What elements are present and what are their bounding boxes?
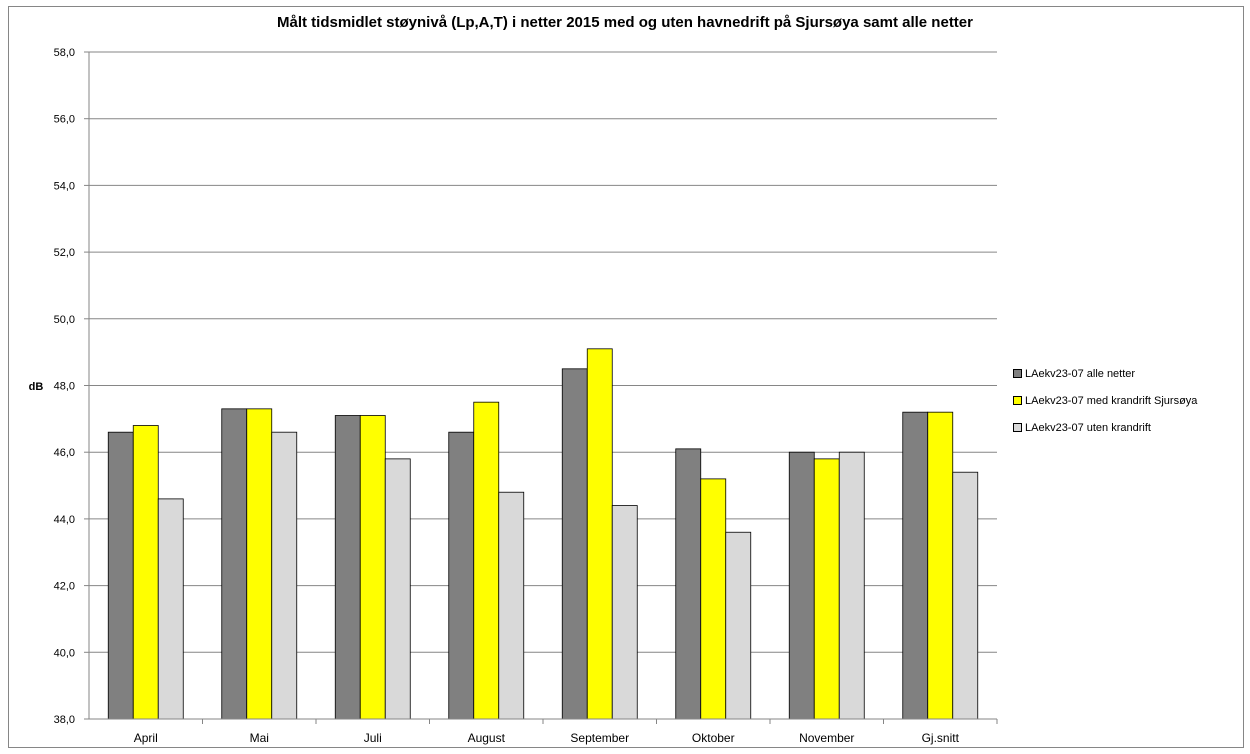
bar-juli-series-1 [334, 415, 361, 720]
bar-juli-series-3 [384, 458, 411, 720]
bar-september-series-2 [586, 348, 613, 720]
bar-oktober-series-2 [700, 478, 727, 720]
y-tick-label: 40,0 [54, 647, 75, 659]
legend-label: LAekv23-07 med krandrift Sjursøya [1025, 394, 1198, 407]
bar-september-series-1 [561, 368, 588, 720]
y-tick-label: 56,0 [54, 114, 75, 126]
y-tick-label: 50,0 [54, 314, 75, 326]
bar-november-series-2 [813, 458, 840, 720]
legend-item: LAekv23-07 med krandrift Sjursøya [1013, 391, 1243, 410]
bar-april-series-3 [157, 498, 184, 720]
legend-item: LAekv23-07 alle netter [1013, 364, 1243, 383]
bar-mai-series-1 [221, 408, 248, 720]
bar-august-series-3 [498, 491, 525, 720]
x-tick-label: Gj.snitt [922, 731, 960, 745]
x-tick-label: Mai [250, 731, 269, 745]
y-tick-label: 58,0 [54, 47, 75, 59]
bar-august-series-2 [473, 401, 500, 720]
bar-april-series-2 [132, 425, 159, 720]
bar-august-series-1 [448, 431, 475, 720]
legend-item: LAekv23-07 uten krandrift [1013, 418, 1243, 437]
bar-gj-snitt-series-3 [952, 471, 979, 720]
bar-mai-series-3 [271, 431, 298, 720]
y-tick-label: 38,0 [54, 714, 75, 726]
legend-swatch [1013, 396, 1022, 405]
x-tick-label: August [468, 731, 506, 745]
x-tick-label: September [570, 731, 629, 745]
y-tick-label: 42,0 [54, 581, 75, 593]
bar-november-series-1 [788, 451, 815, 720]
bar-oktober-series-1 [675, 448, 702, 720]
bar-september-series-3 [611, 505, 638, 720]
x-tick-label: April [134, 731, 158, 745]
bar-november-series-3 [838, 451, 865, 720]
chart-title: Målt tidsmidlet støynivå (Lp,A,T) i nett… [277, 14, 973, 31]
legend-swatch [1013, 423, 1022, 432]
bar-mai-series-2 [246, 408, 273, 720]
y-axis-title: dB [29, 381, 44, 393]
y-tick-label: 44,0 [54, 514, 75, 526]
y-tick-label: 54,0 [54, 180, 75, 192]
y-tick-label: 48,0 [54, 381, 75, 393]
legend-label: LAekv23-07 alle netter [1025, 367, 1136, 380]
legend-label: LAekv23-07 uten krandrift [1025, 421, 1151, 434]
bar-oktober-series-3 [725, 531, 752, 720]
bar-april-series-1 [107, 431, 134, 720]
legend: LAekv23-07 alle netter LAekv23-07 med kra… [1013, 364, 1243, 445]
x-tick-label: November [799, 731, 854, 745]
x-tick-label: Juli [364, 731, 382, 745]
y-tick-label: 52,0 [54, 247, 75, 259]
bar-gj-snitt-series-2 [927, 411, 954, 720]
bar-juli-series-2 [359, 415, 386, 720]
y-tick-label: 46,0 [54, 447, 75, 459]
legend-swatch [1013, 369, 1022, 378]
bar-gj-snitt-series-1 [902, 411, 929, 720]
x-tick-label: Oktober [692, 731, 735, 745]
